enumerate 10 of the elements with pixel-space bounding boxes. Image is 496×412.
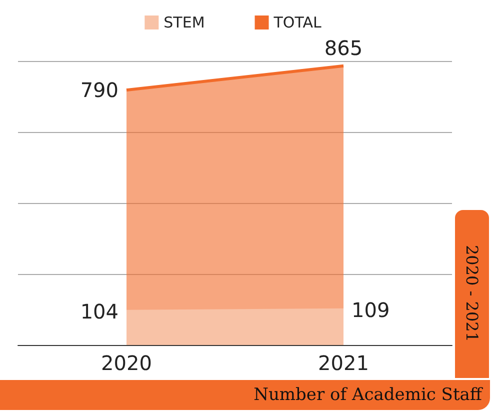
- legend-label: STEM: [164, 14, 205, 32]
- legend-label: TOTAL: [272, 14, 322, 32]
- x-tick-label: 2020: [101, 351, 152, 375]
- x-tick-label: 2021: [318, 351, 369, 375]
- data-label: 865: [324, 36, 363, 60]
- data-label: 790: [80, 78, 118, 102]
- text: 2020 - 2021: [462, 245, 482, 342]
- data-label: 104: [80, 299, 118, 324]
- data-label: 109: [352, 298, 390, 322]
- text: Number of Academic Staff: [254, 385, 484, 405]
